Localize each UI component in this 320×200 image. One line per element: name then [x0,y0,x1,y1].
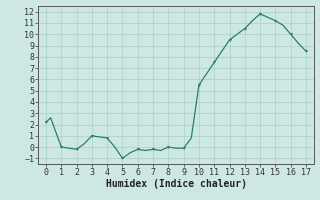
X-axis label: Humidex (Indice chaleur): Humidex (Indice chaleur) [106,179,246,189]
